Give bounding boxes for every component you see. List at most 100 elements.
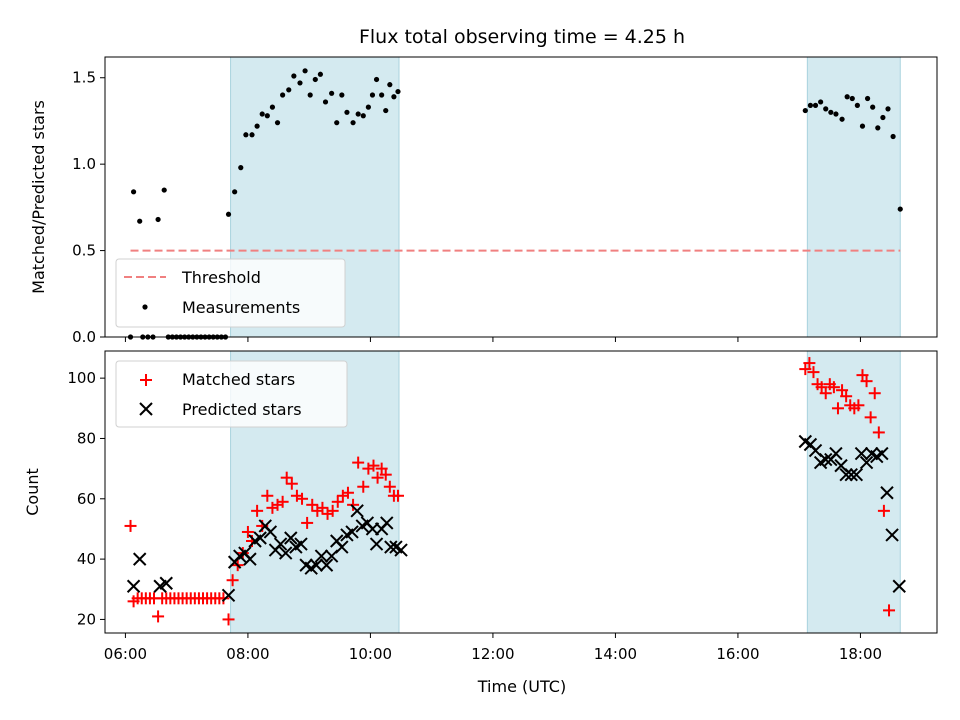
measurement-point — [243, 132, 249, 138]
predicted-point — [892, 579, 906, 593]
matched-point — [285, 477, 298, 490]
measurement-point — [155, 216, 161, 223]
shaded-interval — [806, 350, 901, 634]
measurement-point — [897, 206, 903, 212]
measurement-point — [854, 102, 860, 108]
predicted-point — [319, 558, 334, 572]
measurement-point — [264, 113, 270, 119]
y-tick-label: 20 — [77, 610, 96, 628]
legend-predicted-swatch — [139, 402, 153, 416]
measurement-point — [880, 114, 886, 121]
measurement-point — [870, 104, 876, 110]
matched-point — [371, 471, 384, 484]
matched-point — [280, 471, 293, 484]
measurement-point — [137, 218, 143, 224]
y-tick-label: 0.0 — [72, 328, 96, 346]
measurement-point — [818, 99, 824, 105]
top-y-axis-label: Matched/Predicted stars — [29, 100, 48, 294]
count-points — [124, 357, 906, 626]
shaded-interval — [806, 56, 901, 338]
measurement-point — [890, 133, 896, 140]
x-tick-label: 18:00 — [839, 645, 882, 663]
predicted-point — [335, 540, 349, 554]
measurement-point — [844, 94, 850, 100]
measurement-point — [395, 88, 401, 95]
measurement-point — [365, 104, 371, 110]
matched-point — [357, 480, 370, 493]
matched-point — [251, 504, 264, 517]
measurement-point — [232, 189, 238, 195]
measurement-point — [875, 125, 881, 131]
matched-point — [827, 381, 840, 394]
matched-point — [352, 456, 365, 469]
predicted-point — [380, 516, 394, 530]
bottom-legend: Matched stars Predicted stars — [115, 360, 348, 428]
bottom-y-axis-label: Count — [23, 468, 42, 516]
matched-point — [331, 495, 344, 508]
measurement-point — [249, 132, 255, 138]
measurement-point — [269, 104, 276, 110]
measurement-point — [839, 116, 845, 122]
measurement-point — [849, 95, 855, 102]
measurement-point — [334, 120, 340, 126]
measurement-point — [280, 92, 286, 98]
predicted-point — [253, 531, 267, 545]
matched-point — [391, 489, 404, 502]
matched-point — [222, 613, 235, 626]
matched-point — [831, 402, 844, 415]
predicted-point — [819, 452, 833, 467]
plot-frame — [104, 56, 938, 338]
y-tick-label: 80 — [77, 429, 96, 447]
matched-point — [807, 366, 820, 379]
measurement-point — [369, 92, 376, 98]
measurement-point — [812, 102, 819, 108]
top-axis: 0.0 0.5 1.0 1.5 — [72, 56, 938, 346]
predicted-point — [839, 467, 853, 482]
y-tick-label: 60 — [77, 490, 96, 508]
predicted-point — [314, 549, 329, 563]
legend-threshold-label: Threshold — [181, 268, 261, 287]
matched-point — [124, 519, 137, 532]
predicted-point — [263, 525, 278, 539]
y-tick-label: 100 — [67, 369, 96, 387]
measurement-point — [274, 120, 281, 126]
predicted-point — [273, 537, 288, 551]
predicted-point — [345, 525, 359, 539]
measurement-point — [291, 73, 297, 79]
matched-point — [815, 381, 828, 394]
predicted-point — [243, 552, 257, 566]
bottom-legend-box — [115, 360, 348, 428]
predicted-point — [844, 467, 858, 482]
matched-point — [367, 459, 380, 472]
matched-point — [301, 516, 314, 529]
measurement-point — [885, 106, 891, 112]
predicted-point — [875, 446, 889, 461]
measurement-point — [302, 68, 308, 74]
x-tick-label: 10:00 — [349, 645, 392, 663]
matched-point — [803, 357, 816, 370]
measurement-point — [802, 107, 808, 114]
predicted-point — [126, 579, 141, 593]
predicted-point — [159, 576, 173, 590]
matched-point — [241, 525, 254, 538]
x-tick-label: 06:00 — [104, 645, 147, 663]
plot-frame — [104, 350, 938, 634]
measurement-point — [307, 92, 313, 98]
measurement-point — [823, 106, 829, 112]
measurement-point — [297, 80, 303, 86]
matched-point — [379, 468, 392, 481]
matched-point — [326, 504, 339, 517]
x-axis-label: Time (UTC) — [477, 677, 566, 696]
measurement-point — [373, 76, 380, 83]
predicted-point — [394, 543, 408, 557]
x-tick-label: 16:00 — [716, 645, 759, 663]
predicted-point — [384, 540, 398, 554]
predicted-point — [854, 446, 869, 461]
matched-point — [341, 486, 354, 499]
measurement-point — [379, 92, 385, 98]
top-legend: Threshold Measurements — [115, 258, 346, 328]
matched-point — [306, 498, 319, 511]
matched-point — [883, 604, 896, 617]
predicted-point — [221, 588, 236, 603]
